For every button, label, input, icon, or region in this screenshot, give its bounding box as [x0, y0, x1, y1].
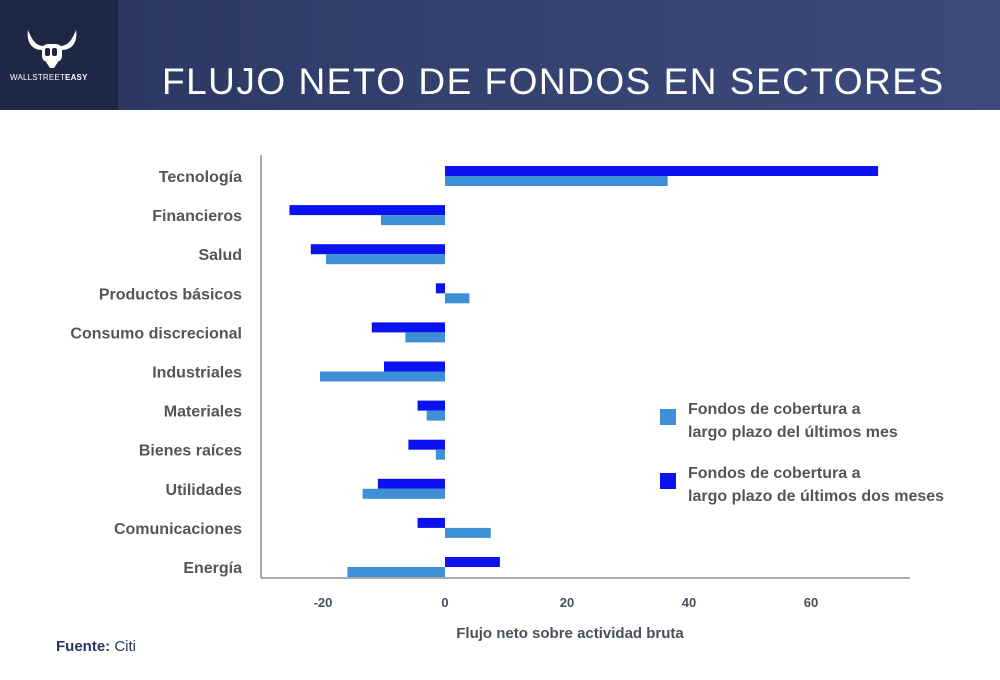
- legend: Fondos de cobertura a largo plazo del últ…: [660, 401, 944, 505]
- category-label: Utilidades: [166, 482, 243, 499]
- bar-last-month: [319, 371, 445, 382]
- bar-two-months: [417, 400, 445, 411]
- logo-text: WALLSTREETEASY: [10, 73, 108, 82]
- bars-group: [289, 166, 879, 577]
- bar-last-month: [362, 488, 445, 499]
- logo[interactable]: WALLSTREETEASY: [0, 0, 118, 110]
- legend-label: largo plazo de últimos dos meses: [688, 488, 944, 505]
- x-tick-label: 60: [804, 595, 818, 610]
- bar-chart: Tecnología Financieros Salud Productos bási…: [70, 155, 944, 642]
- x-tick-label: 0: [441, 595, 448, 610]
- bar-last-month: [326, 254, 445, 265]
- bar-last-month: [380, 215, 445, 226]
- category-label: Financieros: [152, 208, 242, 225]
- bar-two-months: [408, 439, 445, 450]
- x-axis-title: Flujo neto sobre actividad bruta: [456, 625, 684, 642]
- bar-two-months: [435, 283, 445, 294]
- category-label: Industriales: [152, 365, 242, 382]
- x-tick-label: 40: [682, 595, 696, 610]
- x-tick-label: 20: [560, 595, 574, 610]
- legend-swatch: [660, 409, 676, 425]
- category-label: Energía: [183, 560, 242, 577]
- bar-two-months: [445, 557, 500, 567]
- legend-label: Fondos de cobertura a: [688, 465, 861, 482]
- legend-swatch: [660, 473, 676, 489]
- bull-horns-icon: [27, 30, 77, 68]
- category-labels: Tecnología Financieros Salud Productos bási…: [70, 169, 242, 577]
- bar-two-months: [384, 361, 445, 372]
- bar-two-months: [445, 166, 879, 176]
- category-label: Comunicaciones: [114, 521, 242, 538]
- bar-two-months: [289, 205, 445, 216]
- bar-two-months: [377, 478, 445, 489]
- legend-label: largo plazo del últimos mes: [688, 424, 898, 441]
- bar-last-month: [445, 527, 491, 538]
- header-banner: WALLSTREETEASY FLUJO NETO DE FONDOS EN S…: [0, 0, 1000, 110]
- logo-text-bold: EASY: [65, 73, 88, 82]
- x-tick-label: -20: [314, 595, 333, 610]
- bar-last-month: [445, 293, 470, 304]
- bar-last-month: [347, 567, 445, 577]
- bar-two-months: [417, 517, 445, 528]
- logo-text-light: WALLSTREET: [10, 73, 66, 82]
- bar-two-months: [371, 322, 445, 333]
- bar-two-months: [310, 244, 445, 255]
- x-tick-labels: -20 0 20 40 60: [314, 595, 819, 610]
- category-label: Materiales: [164, 404, 242, 421]
- page-title: FLUJO NETO DE FONDOS EN SECTORES: [162, 60, 945, 102]
- source-label: Fuente:: [56, 638, 111, 655]
- category-label: Tecnología: [159, 169, 242, 186]
- legend-label: Fondos de cobertura a: [688, 401, 861, 418]
- category-label: Bienes raíces: [139, 443, 242, 460]
- category-label: Salud: [198, 247, 242, 264]
- source-note: Fuente: Citi: [56, 638, 136, 655]
- bar-last-month: [435, 449, 445, 460]
- bar-last-month: [426, 410, 445, 421]
- source-value: Citi: [114, 638, 137, 655]
- bar-last-month: [445, 176, 668, 186]
- category-label: Productos básicos: [99, 286, 242, 303]
- bar-last-month: [405, 332, 445, 343]
- category-label: Consumo discrecional: [70, 325, 242, 342]
